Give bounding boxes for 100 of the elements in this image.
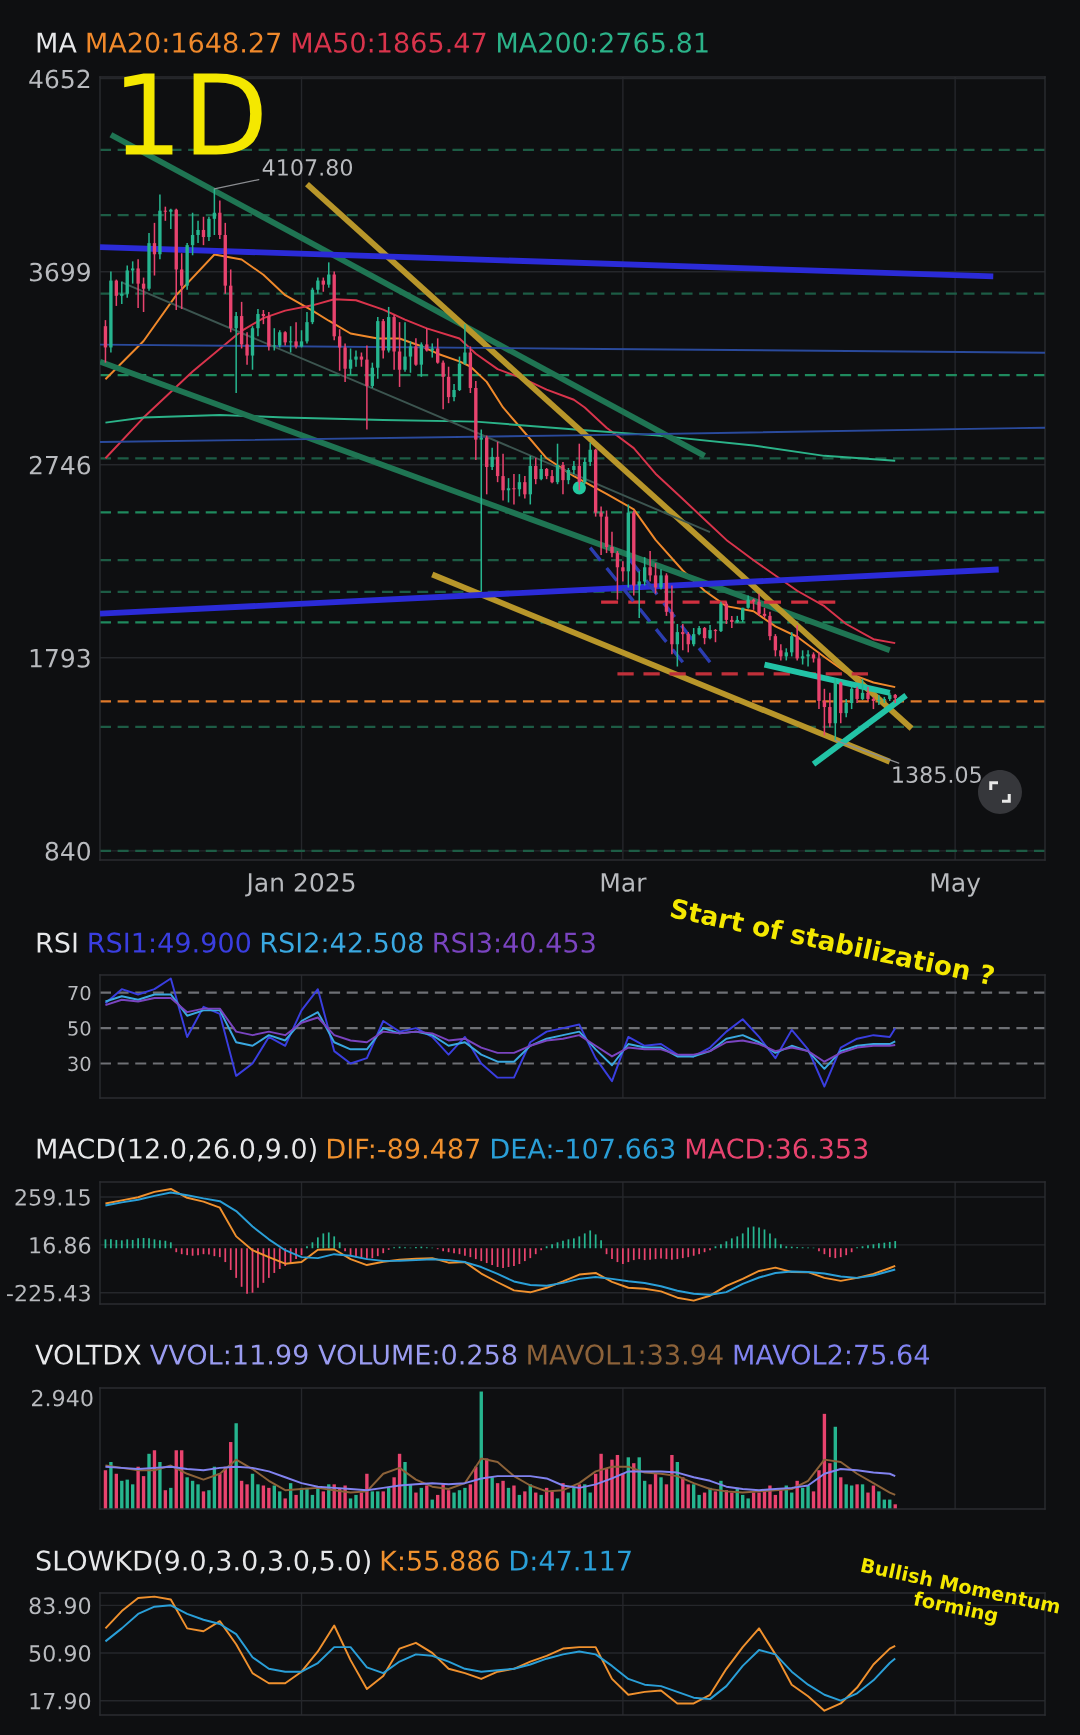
y-tick-label: 16.86 [30,1236,91,1254]
candlestick [354,349,358,368]
candlestick [730,615,734,629]
candlestick [294,321,298,350]
candlestick [512,473,516,506]
candlestick [572,460,576,475]
candlestick [305,311,309,345]
chart-subtitle: VVOL:11.99 VOLUME:0.258 [149,1344,517,1365]
line-series [104,413,897,462]
bar [512,1485,516,1509]
bar [256,1484,260,1509]
bar [757,1492,761,1509]
bar [490,1477,494,1509]
bar [621,1473,625,1509]
y-tick-label: 2746 [29,455,91,475]
bar [795,1480,799,1509]
x-tick-label: May [931,873,981,897]
candlestick [561,461,565,496]
chart-title: MA [37,32,77,53]
candlestick [414,337,418,367]
text: MA200:2765.81 [498,32,708,53]
chart-title: MACD(12.0,26.0,9.0) [37,1137,316,1163]
candlestick [463,323,467,366]
bar [218,1473,222,1509]
bar [806,1485,810,1509]
bar [414,1492,418,1509]
candlestick [795,624,799,662]
bar [267,1487,271,1509]
candlestick [207,216,211,242]
bar [305,1487,309,1509]
bar [136,1466,140,1509]
series-label: RSI1:49.900 [89,932,251,953]
y-tick-label: 30 [68,1056,91,1072]
bar [610,1459,614,1509]
bar [670,1454,674,1509]
text: RSI3:40.453 [434,932,595,953]
chart-title: RSI [37,932,77,953]
line-series [104,298,897,645]
y-tick-label: -225.43 [6,1284,90,1302]
bar [708,1487,712,1509]
bar [158,1462,162,1509]
bar [147,1453,151,1509]
bar [474,1466,478,1509]
candlestick [621,560,625,583]
bar [452,1492,456,1509]
y-tick-label: 83.90 [29,1597,91,1615]
candlestick [256,308,260,338]
bar [245,1484,249,1509]
text: 2.940 [32,1389,93,1407]
y-tick-label: 70 [68,985,91,1001]
bar [523,1491,527,1509]
candlestick [757,592,761,617]
annotation: 1385.05 [893,766,981,784]
candlestick [343,342,347,383]
bar [403,1462,407,1509]
bar [817,1470,821,1509]
candlestick [610,531,614,558]
chart-title: VOLTDX [35,1344,141,1365]
bar [283,1498,287,1509]
y-tick-label: 1793 [30,648,90,668]
bar [550,1491,554,1509]
candlestick [539,454,543,481]
candlestick [659,568,663,591]
bar [539,1494,543,1509]
candlestick [180,252,184,310]
x-tick-label: Jan 2025 [245,872,355,897]
bar [354,1494,358,1509]
bar [463,1487,467,1509]
text: RSI2:42.508 [261,932,423,953]
y-tick-label: 4652 [29,69,90,89]
candlestick [408,340,413,374]
bar [599,1453,603,1509]
candlestick [436,337,440,365]
text: MA50:1865.47 [292,32,486,53]
candlestick [828,692,832,729]
text: MA20:1648.27 [87,32,281,53]
bar [109,1462,113,1509]
candlestick [806,649,810,668]
bar [234,1423,238,1509]
x-tick-label: Mar [601,873,647,892]
y-tick-label: 17.90 [30,1692,91,1710]
bar [294,1494,298,1509]
text: D:47.117 [511,1550,631,1571]
annotation: 1D [124,73,262,155]
text: MACD:36.353 [686,1138,868,1159]
candlestick [768,611,772,641]
bar [697,1494,701,1509]
bar [866,1492,870,1509]
candlestick [653,562,658,595]
candlestick [441,359,445,411]
candlestick [490,446,494,471]
bar [659,1477,663,1509]
candlestick [245,331,249,366]
line-series [104,253,897,689]
bar [572,1487,576,1509]
bar [185,1477,189,1509]
bar [779,1490,783,1509]
y-tick-label: 259.15 [15,1188,90,1206]
candlestick [125,264,129,299]
line-series [104,1595,897,1712]
